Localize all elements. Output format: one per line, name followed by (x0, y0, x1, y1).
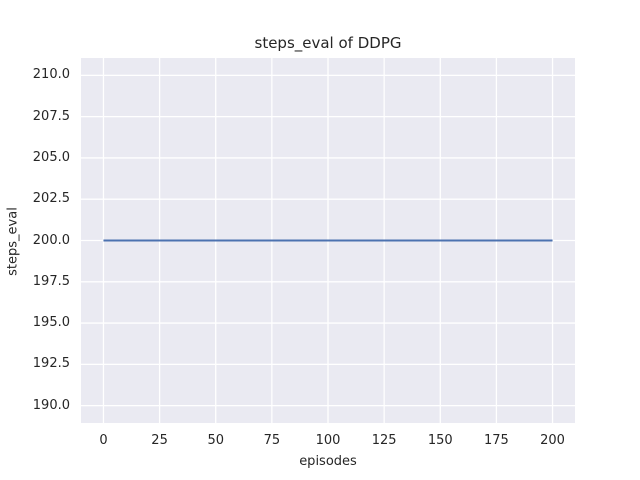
x-tick-label: 125 (371, 433, 397, 448)
x-tick-label: 150 (427, 433, 453, 448)
x-tick-label: 0 (99, 433, 108, 448)
y-tick-label: 197.5 (32, 273, 70, 289)
x-tick-label: 200 (540, 433, 565, 448)
x-tick-label: 175 (483, 433, 509, 448)
y-tick-label: 205.0 (32, 149, 70, 165)
y-tick-label: 195.0 (32, 315, 70, 331)
y-tick-label: 210.0 (32, 67, 70, 83)
y-tick-label: 202.5 (32, 191, 70, 207)
x-tick-label: 100 (315, 433, 341, 448)
x-axis-label: episodes (299, 454, 357, 469)
x-tick-label: 75 (263, 433, 281, 448)
y-tick-label: 207.5 (32, 108, 70, 124)
y-tick-label: 192.5 (32, 356, 70, 372)
plot-area (81, 58, 575, 423)
y-tick-label: 200.0 (32, 232, 70, 248)
plot-canvas (81, 58, 575, 423)
x-tick-label: 50 (207, 433, 224, 448)
y-tick-label: 190.0 (32, 397, 70, 413)
chart-title: steps_eval of DDPG (254, 34, 402, 52)
x-tick-label: 25 (151, 433, 168, 448)
